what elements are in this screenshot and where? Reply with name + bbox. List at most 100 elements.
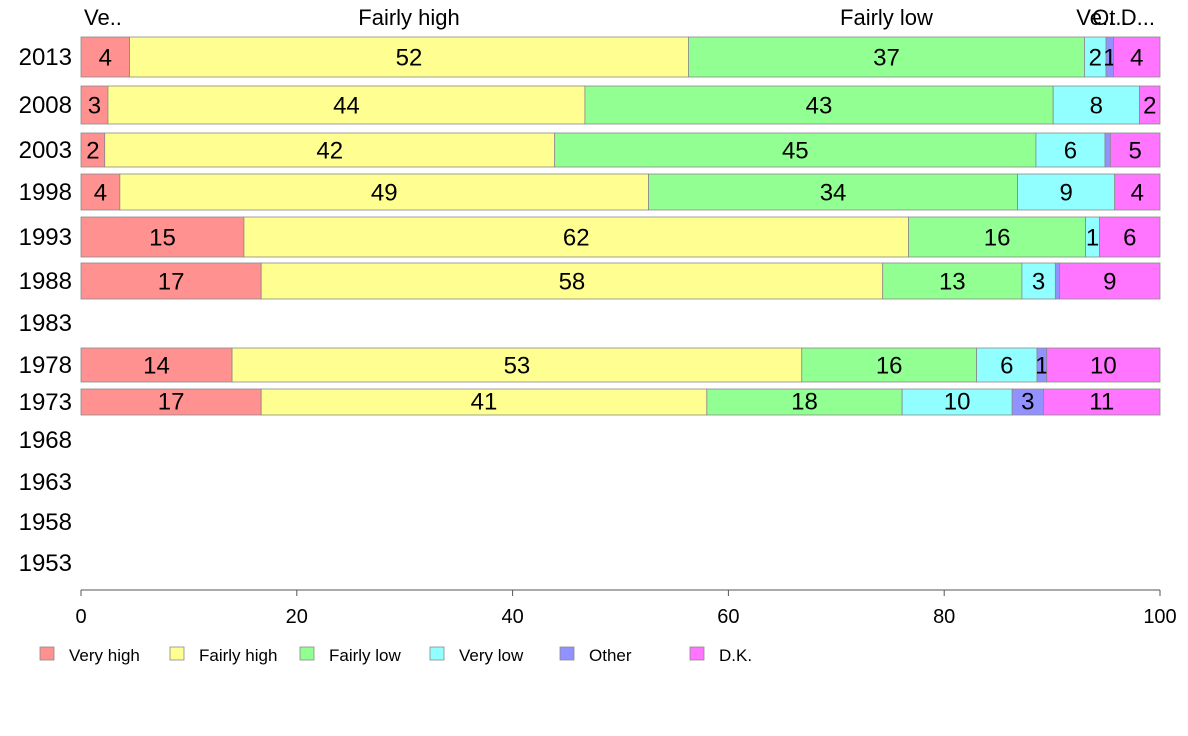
year-label-1953: 1953: [19, 550, 72, 577]
bar-2013-very-high: [80, 36, 130, 78]
bar-1993-fairly-low: [908, 216, 1086, 258]
bar-2003-fairly-low: [554, 132, 1037, 168]
data-label-1998-very-high: 4: [94, 179, 107, 206]
top-label-very-high: Ve..: [84, 5, 122, 30]
year-label-1993: 1993: [19, 224, 72, 251]
legend-swatch-other: [559, 646, 575, 661]
legend-label-very-low: Very low: [459, 646, 524, 665]
bar-1978-d-k-: [1046, 347, 1161, 383]
data-label-1978-d-k-: 10: [1090, 352, 1117, 379]
top-label-fairly-low: Fairly low: [840, 5, 933, 30]
data-label-1998-d-k-: 4: [1131, 179, 1144, 206]
data-label-1998-fairly-high: 49: [371, 179, 398, 206]
bar-2003-other: [1104, 132, 1111, 168]
data-label-1998-very-low: 9: [1059, 179, 1072, 206]
bar-2008-very-low: [1052, 85, 1140, 125]
data-label-1988-very-low: 3: [1032, 268, 1045, 295]
top-category-labels: Ve.. Fairly high Fairly low Ve..Ot..D...: [84, 5, 1155, 30]
year-label-1978: 1978: [19, 352, 72, 379]
bar-1998-d-k-: [1114, 173, 1161, 211]
bar-2003-d-k-: [1109, 132, 1161, 168]
top-label-d-k-: D...: [1121, 5, 1155, 30]
legend-swatch-fairly-high: [169, 646, 185, 661]
legend-swatch-d-k-: [689, 646, 705, 661]
x-tick-label-40: 40: [501, 606, 523, 628]
bar-2003-very-low: [1035, 132, 1106, 168]
year-label-1983: 1983: [19, 310, 72, 337]
bar-1998-very-high: [80, 173, 121, 211]
bar-2008-fairly-low: [584, 85, 1054, 125]
year-label-2003: 2003: [19, 137, 72, 164]
bar-2008-very-high: [80, 85, 109, 125]
legend-label-fairly-low: Fairly low: [329, 646, 402, 665]
top-label-other: Ot..: [1092, 5, 1127, 30]
data-label-1973-very-high: 17: [158, 389, 185, 416]
data-label-1993-fairly-high: 62: [563, 224, 590, 251]
data-label-1993-d-k-: 6: [1123, 224, 1136, 251]
data-label-2003-d-k-: 5: [1129, 137, 1142, 164]
data-label-2008-fairly-high: 44: [333, 92, 360, 119]
x-tick-label-100: 100: [1143, 606, 1176, 628]
bar-1993-d-k-: [1099, 216, 1161, 258]
data-label-1978-fairly-high: 53: [504, 352, 531, 379]
data-label-1993-very-high: 15: [149, 224, 176, 251]
data-label-1988-fairly-high: 58: [559, 268, 586, 295]
data-label-1978-very-high: 14: [143, 352, 170, 379]
year-label-1988: 1988: [19, 268, 72, 295]
top-label-very-low: Ve..: [1076, 5, 1114, 30]
bar-1998-fairly-low: [648, 173, 1018, 211]
data-label-1988-fairly-low: 13: [939, 268, 966, 295]
data-label-2008-fairly-low: 43: [806, 92, 833, 119]
legend: Very high Fairly high Fairly low Very low Ot…: [39, 646, 752, 665]
bar-2013-d-k-: [1113, 36, 1161, 78]
top-label-fairly-high: Fairly high: [358, 5, 459, 30]
year-label-2013: 2013: [19, 44, 72, 71]
data-label-2013-other: 1: [1103, 44, 1116, 71]
legend-swatch-fairly-low: [299, 646, 315, 661]
data-label-1978-very-low: 6: [1000, 352, 1013, 379]
year-label-1973: 1973: [19, 389, 72, 416]
data-label-2003-very-low: 6: [1064, 137, 1077, 164]
bar-1988-d-k-: [1059, 262, 1161, 300]
legend-label-fairly-high: Fairly high: [199, 646, 277, 665]
bar-2008-d-k-: [1139, 85, 1161, 125]
bar-1973-very-high: [80, 388, 262, 416]
data-label-2003-very-high: 2: [86, 137, 99, 164]
bar-1988-very-low: [1021, 262, 1056, 300]
data-label-1973-fairly-low: 18: [791, 389, 818, 416]
bar-1988-fairly-high: [260, 262, 884, 300]
bar-1998-fairly-high: [119, 173, 649, 211]
data-label-2013-fairly-high: 52: [396, 44, 423, 71]
x-tick-label-60: 60: [717, 606, 739, 628]
data-label-1978-fairly-low: 16: [876, 352, 903, 379]
bar-1993-fairly-high: [243, 216, 909, 258]
legend-swatch-very-high: [39, 646, 55, 661]
legend-label-other: Other: [589, 646, 632, 665]
bar-1993-very-high: [80, 216, 245, 258]
data-label-1973-other: 3: [1021, 389, 1034, 416]
bar-1988-fairly-low: [882, 262, 1023, 300]
legend-swatch-very-low: [429, 646, 445, 661]
bar-1973-fairly-high: [260, 388, 708, 416]
data-label-1993-very-low: 1: [1086, 224, 1099, 251]
data-label-1988-d-k-: 9: [1103, 268, 1116, 295]
data-label-1993-fairly-low: 16: [984, 224, 1011, 251]
data-label-1988-very-high: 17: [158, 268, 185, 295]
x-axis: 0 20 40 60 80 100: [75, 589, 1177, 628]
data-label-1973-fairly-high: 41: [471, 389, 498, 416]
x-tick-label-0: 0: [75, 606, 86, 628]
data-label-2008-d-k-: 2: [1143, 92, 1156, 119]
x-tick-label-80: 80: [933, 606, 955, 628]
bar-1973-fairly-low: [706, 388, 903, 416]
bar-1978-fairly-high: [231, 347, 803, 383]
data-label-1978-other: 1: [1035, 352, 1048, 379]
bar-2003-fairly-high: [104, 132, 556, 168]
bars-group: 4 52 37 2 1 43 44 43 8 22 42 45 6 54 49 34 9 415 62 16 1 617 5…: [80, 36, 1161, 416]
bar-1988-other: [1054, 262, 1061, 300]
data-label-2013-very-low: 2: [1089, 44, 1102, 71]
data-label-2013-very-high: 4: [99, 44, 112, 71]
year-label-2008: 2008: [19, 92, 72, 119]
data-label-1973-d-k-: 11: [1089, 389, 1114, 416]
year-label-1998: 1998: [19, 179, 72, 206]
data-label-2003-fairly-high: 42: [316, 137, 343, 164]
